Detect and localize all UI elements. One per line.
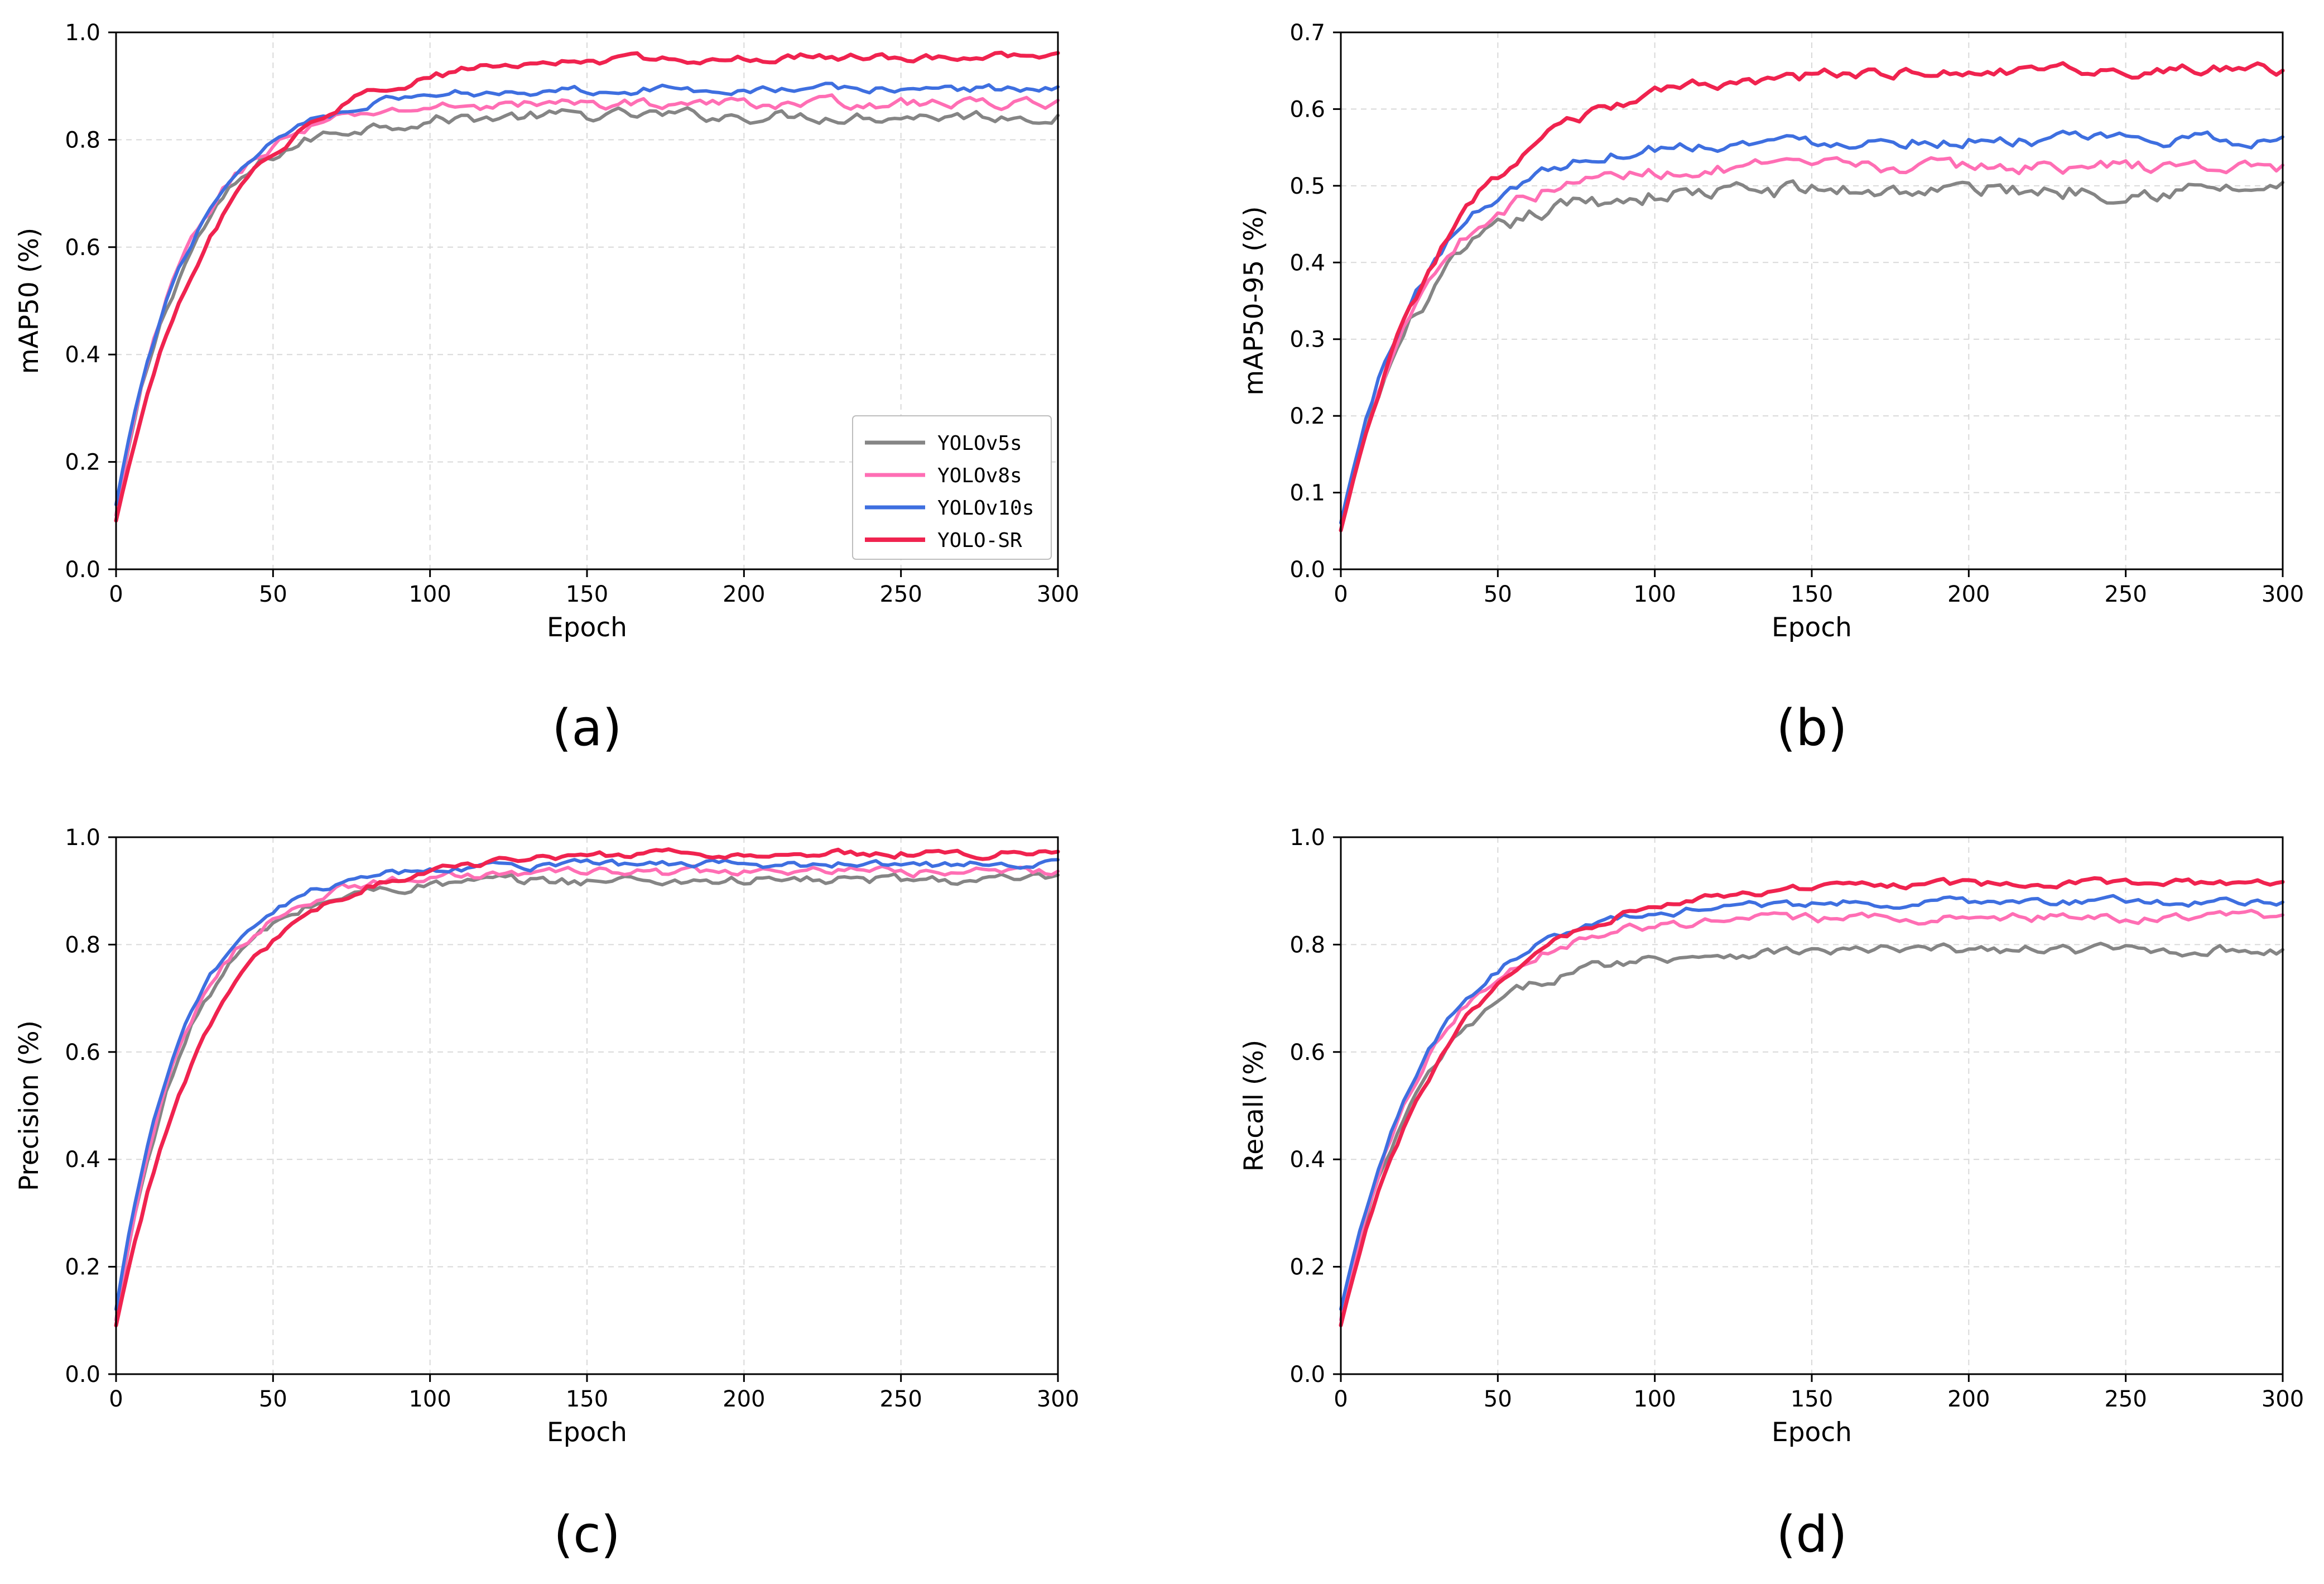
y-tick-label: 0.0 [1289,1362,1325,1388]
legend-box [852,415,1052,560]
series-line-yolov8s [114,864,1060,1322]
x-tick-label: 200 [1947,582,1990,607]
series-line-yolov10s [1339,129,2284,525]
x-tick-label: 50 [259,1386,287,1412]
x-tick-label: 250 [879,1386,922,1412]
series-line-yolov8s [114,93,1060,517]
y-tick-label: 0.2 [65,450,100,476]
legend-label: YOLOv5s [937,432,1022,455]
y-tick-label: 0.0 [65,557,100,583]
panel-caption: (a) [552,699,622,757]
y-tick-label: 0.1 [1289,481,1325,506]
x-tick-label: 150 [1791,1386,1833,1412]
series-line-yolov8s [1339,156,2284,532]
y-tick-label: 0.6 [1289,97,1325,122]
x-tick-label: 250 [879,582,922,607]
x-tick-label: 100 [1633,1386,1676,1412]
x-tick-label: 150 [566,582,608,607]
y-tick-label: 0.0 [1289,557,1325,583]
y-tick-label: 0.6 [1289,1040,1325,1065]
series-line-yolov5s [1339,942,2284,1322]
x-tick-label: 300 [2262,582,2304,607]
x-tick-label: 100 [1633,582,1676,607]
y-tick-label: 0.8 [65,127,100,153]
x-axis-label: Epoch [1772,1417,1852,1448]
series-line-yolov10s [114,81,1060,506]
x-tick-label: 100 [408,582,451,607]
y-tick-label: 0.4 [1289,1147,1325,1173]
x-axis-label: Epoch [1772,612,1852,643]
series-line-yolo-sr [114,50,1060,523]
y-tick-label: 0.4 [65,342,100,368]
series-line-yolov10s [114,858,1060,1311]
y-tick-label: 0.6 [65,235,100,261]
series-line-yolov5s [114,106,1060,517]
x-tick-label: 150 [566,1386,608,1412]
y-axis-label: Precision (%) [14,1020,45,1191]
x-tick-label: 50 [1484,1386,1512,1412]
y-tick-label: 0.4 [1289,250,1325,276]
chart-panel-2: 0 50 100 150 200 250 300 0.0 0.1 0.2 0.3 0.4 0.5 0.6 0… [1239,20,2304,757]
y-tick-label: 1.0 [65,825,100,851]
legend-label: YOLO-SR [937,529,1022,552]
x-tick-label: 200 [723,1386,765,1412]
x-tick-label: 300 [1037,1386,1079,1412]
x-tick-label: 50 [259,582,287,607]
y-tick-label: 0.7 [1289,20,1325,46]
x-tick-label: 200 [1947,1386,1990,1412]
panel-caption: (b) [1776,699,1847,757]
chart-panel-1: 0 50 100 150 200 250 300 0.0 0.2 0.4 0.6 0.8 1.0 Epoc… [14,20,1079,757]
y-tick-label: 0.6 [65,1040,100,1065]
legend-label: YOLOv10s [937,497,1034,520]
series-line-yolov10s [1339,894,2284,1311]
y-tick-label: 0.2 [1289,1255,1325,1280]
x-tick-label: 0 [109,582,123,607]
x-tick-label: 0 [1334,1386,1348,1412]
chart-panel-4: 0 50 100 150 200 250 300 0.0 0.2 0.4 0.6 0.8 1.0 Epoc… [1239,825,2304,1564]
x-tick-label: 0 [109,1386,123,1412]
x-axis-label: Epoch [547,612,627,643]
panel-caption: (d) [1776,1505,1847,1564]
y-tick-label: 1.0 [65,20,100,46]
x-tick-label: 200 [723,582,765,607]
y-tick-label: 0.8 [1289,932,1325,958]
y-tick-label: 1.0 [1289,825,1325,851]
series-line-yolo-sr [1339,61,2285,532]
y-axis-label: Recall (%) [1239,1040,1269,1172]
y-tick-label: 0.4 [65,1147,100,1173]
x-tick-label: 150 [1791,582,1833,607]
x-tick-label: 0 [1334,582,1348,607]
x-tick-label: 250 [2104,1386,2147,1412]
chart-panel-3: 0 50 100 150 200 250 300 0.0 0.2 0.4 0.6 0.8 1.0 Epoc… [14,825,1079,1564]
legend-label: YOLOv8s [937,464,1022,487]
x-tick-label: 100 [408,1386,451,1412]
y-tick-label: 0.5 [1289,174,1325,199]
legend: YOLOv5s YOLOv8s YOLOv10s YOLO-SR [852,415,1052,560]
series-line-yolov8s [1339,909,2284,1322]
x-tick-label: 300 [1037,582,1079,607]
panel-caption: (c) [554,1505,620,1564]
y-tick-label: 0.0 [65,1362,100,1388]
series-line-yolov5s [1339,179,2284,532]
series-line-yolo-sr [1339,876,2285,1327]
x-tick-label: 300 [2262,1386,2304,1412]
y-tick-label: 0.2 [65,1255,100,1280]
series-line-yolov5s [114,872,1060,1322]
y-axis-label: mAP50 (%) [14,228,45,374]
series-line-yolo-sr [114,847,1060,1328]
x-tick-label: 50 [1484,582,1512,607]
x-axis-label: Epoch [547,1417,627,1448]
x-tick-label: 250 [2104,582,2147,607]
y-axis-label: mAP50-95 (%) [1239,206,1269,395]
y-tick-label: 0.2 [1289,404,1325,429]
y-tick-label: 0.8 [65,932,100,958]
y-tick-label: 0.3 [1289,327,1325,353]
